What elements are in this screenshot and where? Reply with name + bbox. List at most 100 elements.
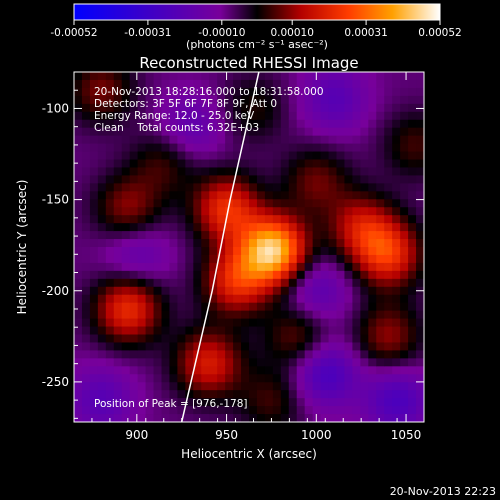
heatmap-cell [137, 334, 146, 343]
heatmap-cell [376, 278, 385, 288]
heatmap-cell [209, 366, 218, 375]
heatmap-cell [392, 103, 401, 113]
heatmap-cell [169, 119, 178, 129]
heatmap-cell [328, 103, 337, 113]
heatmap-cell [89, 183, 99, 192]
heatmap-cell [312, 167, 321, 176]
heatmap-cell [400, 294, 409, 304]
heatmap-cell [312, 310, 321, 319]
heatmap-cell [376, 103, 385, 113]
colorbar-tick-label: -0.00031 [124, 27, 171, 39]
heatmap-cell [121, 239, 131, 248]
heatmap-cell [193, 406, 202, 415]
heatmap-cell [272, 95, 282, 105]
heatmap-cell [384, 286, 393, 296]
heatmap-cell [336, 231, 345, 240]
heatmap-cell [185, 350, 194, 359]
heatmap-cell [288, 358, 298, 367]
heatmap-cell [89, 414, 99, 422]
heatmap-cell [209, 382, 218, 391]
heatmap-cell [392, 358, 401, 367]
heatmap-cell [352, 286, 361, 296]
heatmap-cell [217, 103, 226, 113]
heatmap-cell [74, 262, 83, 272]
heatmap-cell [312, 95, 321, 105]
heatmap-cell [312, 406, 321, 415]
heatmap-cell [352, 72, 361, 81]
x-tick-label: 950 [215, 428, 238, 442]
heatmap-cell [105, 318, 115, 327]
heatmap-cell [328, 262, 337, 272]
heatmap-cell [137, 151, 146, 160]
heatmap-cell [193, 159, 202, 168]
heatmap-cell [280, 207, 290, 216]
heatmap-cell [97, 111, 107, 121]
heatmap-cell [209, 318, 218, 327]
heatmap-cell [272, 72, 282, 81]
heatmap-cell [360, 374, 369, 383]
heatmap-cell [201, 262, 210, 272]
heatmap-cell [97, 398, 107, 407]
heatmap-cell [360, 223, 369, 232]
heatmap-cell [336, 262, 345, 272]
heatmap-cell [209, 79, 218, 89]
heatmap-cell [129, 119, 139, 129]
heatmap-cell [153, 231, 162, 240]
heatmap-cell [280, 278, 290, 288]
heatmap-cell [400, 215, 409, 224]
heatmap-cell [185, 79, 194, 89]
heatmap-cell [320, 183, 329, 192]
heatmap-cell [416, 135, 424, 144]
heatmap-cell [304, 270, 314, 280]
heatmap-cell [392, 247, 401, 256]
heatmap-cell [241, 103, 250, 113]
heatmap-cell [312, 398, 321, 407]
heatmap-cell [97, 223, 107, 232]
heatmap-cell [296, 414, 306, 422]
heatmap-cell [153, 414, 162, 422]
heatmap-cell [392, 151, 401, 160]
heatmap-cell [185, 390, 194, 399]
heatmap-cell [336, 406, 345, 415]
heatmap-cell [328, 231, 337, 240]
heatmap-cell [121, 286, 131, 296]
heatmap-cell [328, 310, 337, 319]
heatmap-cell [105, 191, 115, 200]
heatmap-cell [169, 270, 178, 280]
heatmap-cell [217, 119, 226, 129]
heatmap-cell [288, 199, 298, 208]
heatmap-cell [97, 390, 107, 399]
heatmap-cell [153, 199, 162, 208]
heatmap-cell [97, 175, 107, 184]
heatmap-cell [169, 342, 178, 351]
heatmap-cell [81, 406, 91, 415]
heatmap-cell [352, 414, 361, 422]
heatmap-cell [97, 366, 107, 375]
heatmap-cell [280, 239, 290, 248]
heatmap-cell [105, 310, 115, 319]
heatmap-cell [193, 127, 202, 137]
heatmap-cell [384, 390, 393, 399]
heatmap-cell [249, 223, 258, 232]
heatmap-cell [280, 119, 290, 129]
heatmap-cell [249, 278, 258, 288]
heatmap-cell [161, 231, 170, 240]
heatmap-cell [384, 207, 393, 216]
heatmap-cell [296, 167, 306, 176]
heatmap-cell [121, 350, 131, 359]
heatmap-cell [193, 111, 202, 121]
heatmap-cell [296, 127, 306, 137]
heatmap-cell [296, 302, 306, 312]
heatmap-cell [304, 366, 314, 375]
heatmap-cell [145, 247, 154, 256]
heatmap-cell [336, 286, 345, 296]
heatmap-cell [264, 278, 274, 288]
heatmap-cell [153, 390, 162, 399]
heatmap-cell [328, 127, 337, 137]
heatmap-cell [384, 318, 393, 327]
heatmap-cell [249, 262, 258, 272]
heatmap-cell [185, 398, 194, 407]
heatmap-cell [416, 270, 424, 280]
heatmap-cell [264, 119, 274, 129]
heatmap-cell [169, 358, 178, 367]
